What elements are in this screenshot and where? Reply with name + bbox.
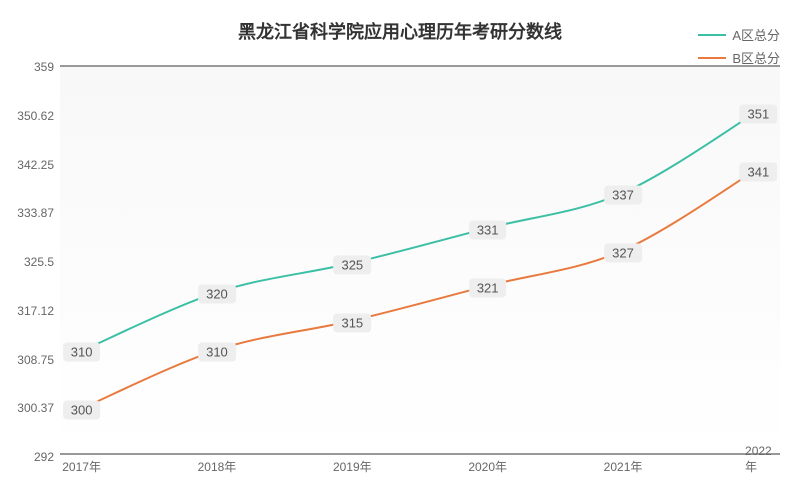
series-line	[85, 171, 755, 407]
chart-lines-svg	[60, 67, 780, 453]
data-label: 331	[469, 220, 507, 239]
x-tick-label: 2018年	[198, 458, 237, 475]
data-label: 337	[604, 186, 642, 205]
legend-item-a: A区总分	[698, 25, 780, 44]
data-label: 327	[604, 244, 642, 263]
y-tick-label: 342.25	[8, 158, 54, 172]
data-label: 300	[63, 401, 101, 420]
y-tick-label: 317.12	[8, 304, 54, 318]
legend-swatch-b	[698, 57, 726, 59]
data-label: 321	[469, 279, 507, 298]
y-tick-label: 359	[8, 60, 54, 74]
chart-container: 黑龙江省科学院应用心理历年考研分数线 A区总分 B区总分 292300.3730…	[0, 0, 800, 500]
y-tick-label: 300.37	[8, 401, 54, 415]
legend-swatch-a	[698, 34, 726, 36]
data-label: 351	[740, 104, 778, 123]
data-label: 310	[63, 343, 101, 362]
y-tick-label: 333.87	[8, 206, 54, 220]
data-label: 341	[740, 162, 778, 181]
data-label: 320	[198, 285, 236, 304]
plot-area: 292300.37308.75317.12325.5333.87342.2535…	[60, 65, 780, 455]
x-tick-label: 2020年	[468, 458, 507, 475]
x-tick-label: 2019年	[333, 458, 372, 475]
x-tick-label: 2017年	[62, 458, 101, 475]
y-tick-label: 308.75	[8, 353, 54, 367]
chart-title: 黑龙江省科学院应用心理历年考研分数线	[238, 18, 562, 44]
y-tick-label: 292	[8, 450, 54, 464]
x-tick-label: 2021年	[604, 458, 643, 475]
y-tick-label: 325.5	[8, 255, 54, 269]
data-label: 325	[333, 255, 371, 274]
series-line	[85, 113, 755, 349]
data-label: 315	[333, 314, 371, 333]
x-tick-label: 2022年	[745, 444, 772, 475]
legend-label-a: A区总分	[732, 25, 780, 44]
y-tick-label: 350.62	[8, 109, 54, 123]
data-label: 310	[198, 343, 236, 362]
